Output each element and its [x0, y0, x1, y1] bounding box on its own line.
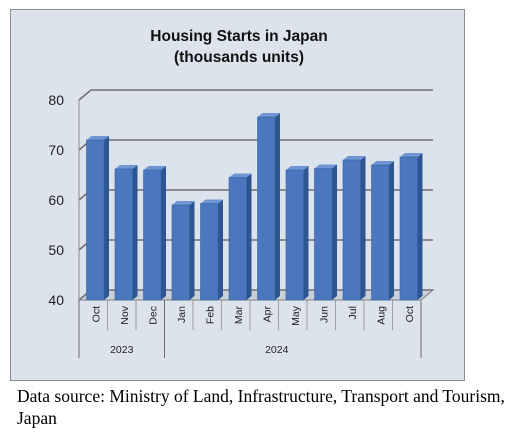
bar-apr-6 [257, 113, 280, 301]
bar-front [342, 159, 361, 301]
x-tick-label: Feb [204, 306, 216, 324]
bar-side [104, 136, 109, 300]
x-tick-label: Jun [318, 306, 330, 323]
bar-top [229, 173, 252, 178]
bar-side [389, 161, 394, 300]
x-tick-label: Oct [404, 306, 416, 322]
bar-nov-1 [114, 165, 138, 301]
bar-front [257, 116, 276, 301]
chart-frame: Housing Starts in Japan (thousands units… [10, 9, 465, 381]
bar-top [257, 113, 280, 117]
bar-feb-4 [200, 199, 223, 301]
bar-side [332, 164, 337, 300]
x-tick-label: Mar [233, 306, 245, 325]
housing-starts-chart: Housing Starts in Japan (thousands units… [48, 28, 435, 358]
bar-top [86, 136, 109, 140]
bar-top [143, 166, 166, 170]
bar-top [115, 165, 138, 169]
y-axis-ticks: 40 50 60 70 80 [48, 92, 64, 308]
source-footnote: Data source: Ministry of Land, Infrastru… [17, 386, 505, 428]
bar-top [371, 161, 394, 165]
bar-front [171, 204, 190, 301]
y-tick-label: 80 [48, 92, 64, 108]
x-tick-label: Nov [119, 305, 131, 324]
gridline-70 [78, 139, 433, 151]
y-tick-label: 50 [48, 242, 64, 258]
bar-front [143, 169, 162, 301]
year-group-label: 2024 [265, 344, 289, 356]
bar-may-7 [285, 166, 309, 301]
y-tick-label: 40 [48, 292, 64, 308]
bar-side [132, 165, 138, 300]
bar-side [360, 156, 366, 300]
bar-side [246, 173, 252, 300]
bar-oct-11 [399, 153, 423, 301]
x-tick-label: Apr [261, 306, 273, 323]
bar-front [314, 168, 333, 301]
bar-top [286, 166, 309, 170]
bar-mar-5 [228, 173, 252, 301]
bar-side [303, 166, 309, 300]
bars [86, 113, 423, 301]
bar-top [314, 164, 337, 169]
x-tick-label: Dec [147, 306, 159, 325]
bar-dec-2 [143, 166, 166, 301]
x-tick-label: Aug [375, 306, 387, 325]
bar-front [200, 203, 219, 301]
bar-jul-9 [342, 156, 366, 301]
bar-jun-8 [314, 164, 337, 301]
bar-front [285, 169, 304, 301]
bar-oct-0 [86, 136, 109, 301]
bar-side [218, 199, 223, 300]
year-group-label: 2023 [110, 344, 134, 356]
x-tick-label: Jan [176, 306, 188, 323]
x-axis-ticks: Oct Nov Dec Jan Feb Mar Apr May Jun Jul Aug Oct 2023… [78, 300, 422, 358]
bar-front [228, 177, 247, 301]
bar-front [86, 139, 105, 301]
bar-side [161, 166, 166, 300]
bar-top [172, 201, 195, 205]
bar-front [114, 168, 133, 301]
y-tick-label: 70 [48, 142, 64, 158]
bar-side [189, 201, 195, 300]
chart-title: Housing Starts in Japan [150, 28, 327, 45]
chart-subtitle: (thousands units) [174, 49, 304, 66]
bar-side [417, 153, 423, 300]
bar-top [343, 156, 366, 160]
y-tick-label: 60 [48, 192, 64, 208]
bar-jan-3 [171, 201, 195, 301]
x-tick-label: Oct [90, 306, 102, 322]
bar-side [275, 113, 280, 300]
bar-front [399, 156, 418, 301]
gridline-80 [78, 89, 433, 101]
bar-top [400, 153, 423, 157]
x-tick-label: May [290, 305, 302, 326]
bar-top [200, 199, 223, 204]
x-tick-label: Jul [347, 306, 359, 319]
bar-aug-10 [371, 161, 394, 301]
bar-front [371, 164, 390, 301]
